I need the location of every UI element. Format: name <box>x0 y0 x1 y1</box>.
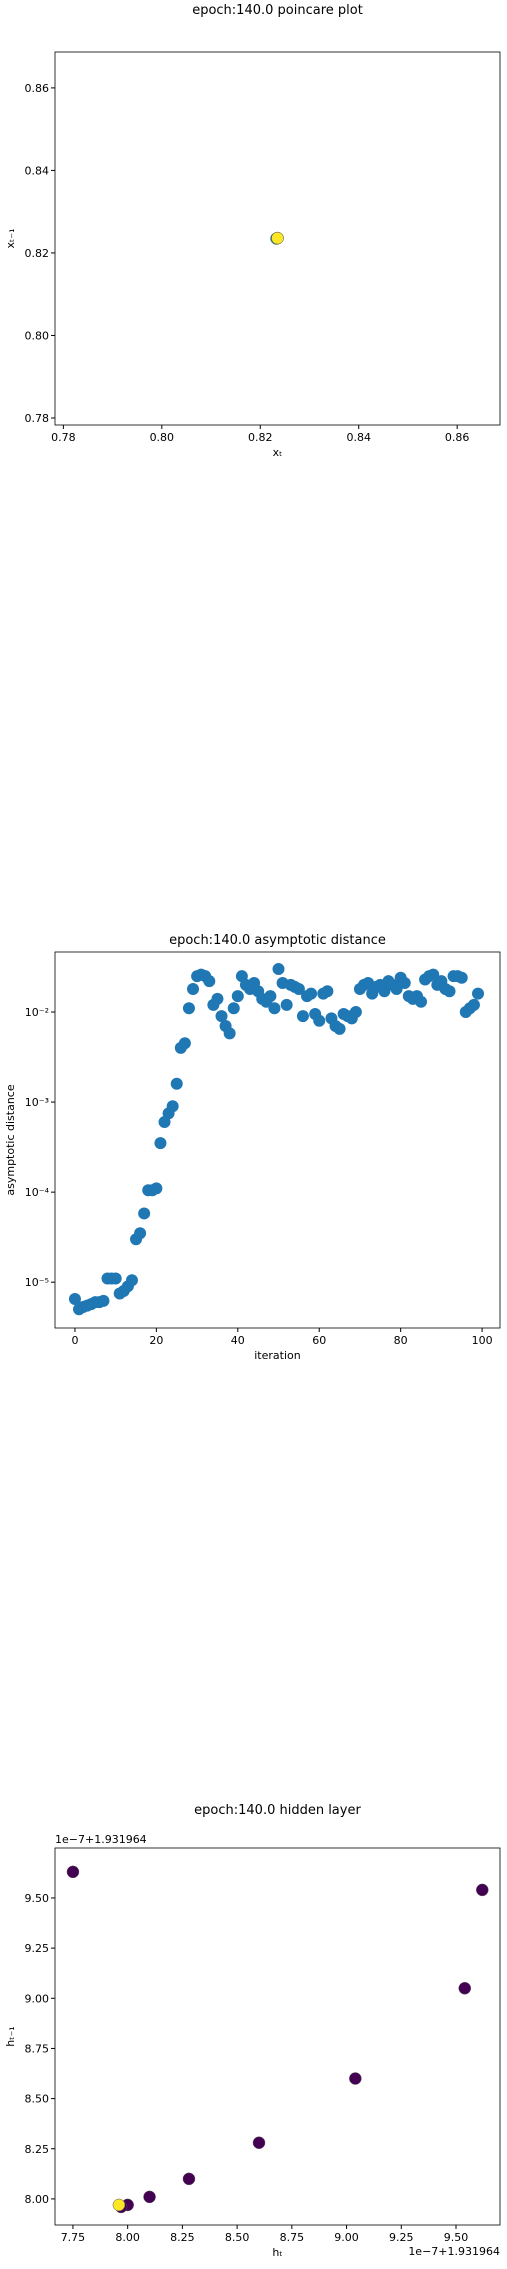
x-tick-label: 100 <box>472 1334 493 1347</box>
point <box>458 1981 472 1995</box>
x-tick-label: 0.82 <box>248 431 273 444</box>
point <box>66 1865 80 1879</box>
point <box>252 2136 266 2149</box>
y-tick-label: 8.75 <box>25 2042 50 2055</box>
x-tick-label: 9.25 <box>389 2231 414 2244</box>
y-tick-label: 10⁻² <box>25 1006 49 1019</box>
y-tick-label: 0.86 <box>25 82 50 95</box>
y-axis-label: asymptotic distance <box>4 1084 17 1195</box>
x-tick-label: 20 <box>149 1334 163 1347</box>
point <box>378 985 391 998</box>
point <box>455 971 468 984</box>
point <box>170 1077 183 1090</box>
point <box>398 977 411 990</box>
y-tick-label: 0.78 <box>25 412 50 425</box>
chart-title: epoch:140.0 asymptotic distance <box>169 933 386 948</box>
point <box>112 2198 126 2212</box>
x-tick-label: 40 <box>231 1334 245 1347</box>
point <box>415 995 428 1008</box>
point <box>321 985 334 998</box>
point <box>268 1002 281 1015</box>
x-tick-label: 8.00 <box>115 2231 140 2244</box>
point <box>203 975 216 988</box>
point <box>264 990 277 1003</box>
point <box>227 1002 240 1015</box>
y-tick-label: 10⁻⁵ <box>25 1276 49 1289</box>
point <box>223 1027 236 1040</box>
x-axis-label: xₜ <box>273 446 283 459</box>
y-tick-label: 0.82 <box>25 247 50 260</box>
x-tick-label: 80 <box>394 1334 408 1347</box>
x-tick-label: 8.25 <box>170 2231 195 2244</box>
point <box>178 1037 191 1050</box>
x-tick-label: 7.75 <box>61 2231 86 2244</box>
x-tick-label: 0.80 <box>150 431 175 444</box>
x-axis-label: hₜ <box>272 2246 282 2259</box>
x-tick-label: 60 <box>312 1334 326 1347</box>
x-offset-text: 1e−7+1.931964 <box>408 2245 500 2258</box>
point <box>292 983 305 996</box>
axes-frame <box>54 951 501 1329</box>
x-tick-label: 0.84 <box>346 431 371 444</box>
point <box>182 2172 196 2186</box>
point <box>154 1137 167 1150</box>
point <box>125 1274 138 1287</box>
y-tick-label: 8.00 <box>25 2193 50 2206</box>
x-axis-label: iteration <box>254 1349 300 1362</box>
x-tick-label: 0.78 <box>51 431 76 444</box>
point <box>467 998 480 1011</box>
y-tick-label: 10⁻⁴ <box>25 1186 50 1199</box>
point <box>215 1010 228 1023</box>
x-tick-label: 9.00 <box>334 2231 359 2244</box>
point <box>138 1207 151 1220</box>
y-tick-label: 9.00 <box>25 1992 50 2005</box>
x-tick-label: 0.86 <box>445 431 470 444</box>
y-tick-label: 9.25 <box>25 1942 50 1955</box>
y-tick-label: 8.25 <box>25 2143 50 2156</box>
point <box>349 2072 362 2085</box>
point <box>427 968 440 981</box>
point <box>150 1182 163 1195</box>
chart-title: epoch:140.0 hidden layer <box>194 1803 361 1818</box>
axes-frame <box>54 51 501 426</box>
point <box>109 1272 122 1285</box>
point <box>134 1227 147 1240</box>
y-axis-label: hₜ₋₁ <box>4 2026 17 2046</box>
point <box>166 1100 179 1113</box>
point <box>231 990 244 1003</box>
y-tick-label: 10⁻³ <box>25 1096 49 1109</box>
point <box>443 985 456 998</box>
x-tick-label: 8.75 <box>280 2231 305 2244</box>
point <box>349 1006 362 1019</box>
x-tick-label: 0 <box>71 1334 78 1347</box>
x-tick-label: 8.50 <box>225 2231 250 2244</box>
point <box>68 1293 81 1306</box>
y-offset-text: 1e−7+1.931964 <box>55 1833 147 1846</box>
point <box>187 983 200 996</box>
point <box>305 987 318 1000</box>
point <box>211 992 224 1005</box>
point <box>333 1022 346 1035</box>
y-tick-label: 9.50 <box>25 1892 50 1905</box>
point <box>313 1014 326 1027</box>
axes-frame <box>54 1847 501 2226</box>
point <box>272 963 285 976</box>
x-tick-label: 9.50 <box>444 2231 469 2244</box>
y-axis-label: xₜ₋₁ <box>4 229 17 249</box>
point <box>143 2190 156 2204</box>
point <box>472 987 485 1000</box>
point <box>97 1294 110 1307</box>
point <box>476 1883 489 1897</box>
point <box>271 231 284 245</box>
chart-title: epoch:140.0 poincare plot <box>192 3 363 18</box>
y-tick-label: 0.84 <box>25 164 50 177</box>
y-tick-label: 0.80 <box>25 329 50 342</box>
point <box>296 1010 309 1023</box>
point <box>182 1002 195 1015</box>
point <box>280 998 293 1011</box>
y-tick-label: 8.50 <box>25 2093 50 2106</box>
